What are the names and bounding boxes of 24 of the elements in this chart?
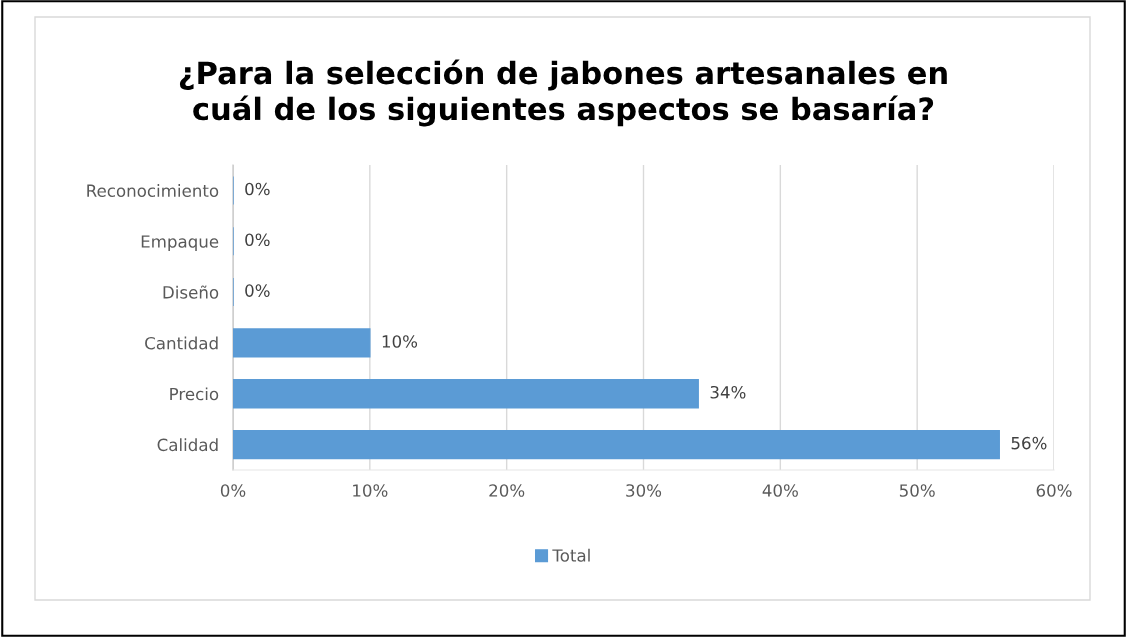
x-tick-label: 0% [220, 484, 246, 497]
y-tick-label: Empaque [141, 235, 219, 252]
data-label: 0% [245, 284, 270, 297]
chart-title: ¿Para la selección de jabones artesanales en cuál de los siguientes aspectos se basaría? [179, 59, 947, 127]
y-tick-label: Calidad [157, 438, 218, 452]
y-tick-label: Precio [170, 387, 219, 401]
x-tick-label: 40% [762, 484, 798, 497]
bar [233, 379, 699, 409]
y-tick-label: Cantidad [145, 336, 218, 350]
data-label: 0% [245, 233, 270, 247]
y-tick-label: Diseño [163, 285, 219, 299]
x-tick-label: 50% [899, 484, 935, 497]
x-tick-label: 60% [1036, 484, 1072, 497]
bar [233, 328, 371, 358]
data-label: 10% [382, 335, 418, 348]
x-tick-label: 30% [626, 484, 662, 497]
x-tick-label: 10% [353, 484, 388, 497]
legend-label: Total [552, 548, 590, 562]
bar [233, 429, 1000, 460]
y-tick-label: Reconocimiento [87, 184, 219, 197]
data-label: 56% [1011, 436, 1047, 450]
data-label: 0% [245, 182, 270, 196]
x-tick-label: 20% [489, 484, 525, 497]
data-label: 34% [710, 385, 746, 399]
